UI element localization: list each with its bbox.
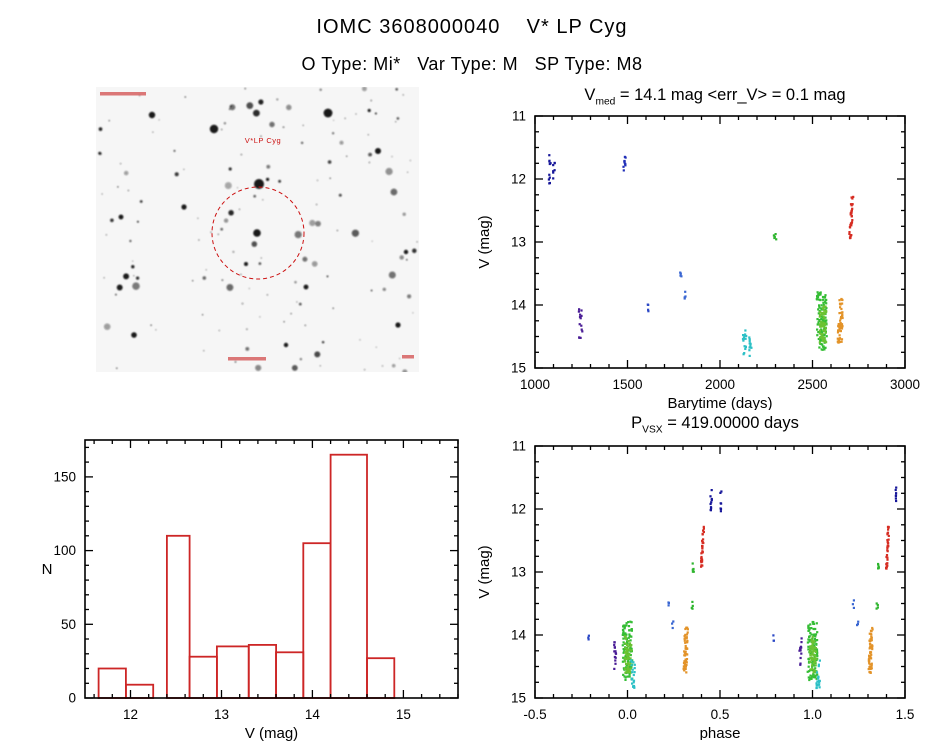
phase-title-sub: VSX xyxy=(642,424,663,436)
lightcurve-plot: 1000 1500 2000 2500 3000 11 12 13 14 15 Barytime (… xyxy=(476,110,920,410)
svg-text:V (mag): V (mag) xyxy=(476,215,493,268)
page-subtitle: O Type: Mi* Var Type: M SP Type: M8 xyxy=(301,54,643,74)
lightcurve-title-sub: med xyxy=(595,96,616,108)
svg-text:1500: 1500 xyxy=(612,377,642,392)
svg-text:50: 50 xyxy=(61,617,76,632)
svg-text:13: 13 xyxy=(511,235,526,250)
finding-chart-image xyxy=(96,86,419,375)
illegible-annotation xyxy=(228,357,266,361)
svg-text:0.5: 0.5 xyxy=(711,707,730,722)
svg-text:15: 15 xyxy=(511,361,526,376)
svg-text:0.0: 0.0 xyxy=(618,707,637,722)
svg-text:1.0: 1.0 xyxy=(803,707,822,722)
svg-text:14: 14 xyxy=(511,628,527,643)
phase-panel: PVSX = 419.00000 days -0.5 0.0 0.5 1.0 1.5 11… xyxy=(460,414,944,747)
svg-text:12: 12 xyxy=(511,172,526,187)
svg-text:2000: 2000 xyxy=(705,377,735,392)
svg-text:0: 0 xyxy=(68,691,76,706)
svg-text:13: 13 xyxy=(214,707,229,722)
lightcurve-title-prefix: V xyxy=(584,86,596,104)
svg-text:Barytime (days): Barytime (days) xyxy=(667,395,772,410)
svg-text:100: 100 xyxy=(53,543,76,558)
svg-text:1000: 1000 xyxy=(520,377,550,392)
svg-text:11: 11 xyxy=(512,110,526,124)
lightcurve-title: Vmed = 14.1 mag <err_V> = 0.1 mag xyxy=(515,86,915,107)
svg-text:15: 15 xyxy=(511,691,526,706)
svg-text:12: 12 xyxy=(123,707,138,722)
svg-text:phase: phase xyxy=(700,725,741,740)
svg-text:V (mag): V (mag) xyxy=(245,725,298,742)
finding-chart: V*LP Cyg xyxy=(96,86,419,375)
svg-text:2500: 2500 xyxy=(797,377,827,392)
svg-text:13: 13 xyxy=(511,565,526,580)
phase-title-prefix: P xyxy=(631,414,643,432)
lightcurve-title-rest: = 14.1 mag <err_V> = 0.1 mag xyxy=(615,86,846,104)
svg-text:150: 150 xyxy=(53,469,76,484)
svg-text:1.5: 1.5 xyxy=(896,707,915,722)
svg-text:14: 14 xyxy=(511,298,527,313)
svg-text:15: 15 xyxy=(396,707,411,722)
lightcurve-panel: Vmed = 14.1 mag <err_V> = 0.1 mag 1000 15… xyxy=(460,86,944,416)
finding-chart-target-label: V*LP Cyg xyxy=(244,136,282,145)
svg-text:12: 12 xyxy=(511,502,526,517)
phase-title: PVSX = 419.00000 days xyxy=(515,414,915,435)
svg-text:N: N xyxy=(42,561,53,578)
illegible-annotation xyxy=(402,355,414,359)
svg-text:-0.5: -0.5 xyxy=(523,707,546,722)
phase-plot: -0.5 0.0 0.5 1.0 1.5 11 12 13 14 15 phase V (mag) xyxy=(476,440,915,740)
illegible-annotation xyxy=(100,92,146,96)
svg-text:14: 14 xyxy=(305,707,321,722)
svg-text:3000: 3000 xyxy=(890,377,920,392)
phase-title-rest: = 419.00000 days xyxy=(662,414,799,432)
page-title: IOMC 3608000040 V* LP Cyg xyxy=(316,16,628,38)
histogram-panel: 12 13 14 15 0 50 100 150 V (mag) N xyxy=(28,414,480,747)
svg-text:11: 11 xyxy=(512,440,526,454)
svg-text:V (mag): V (mag) xyxy=(476,545,493,598)
